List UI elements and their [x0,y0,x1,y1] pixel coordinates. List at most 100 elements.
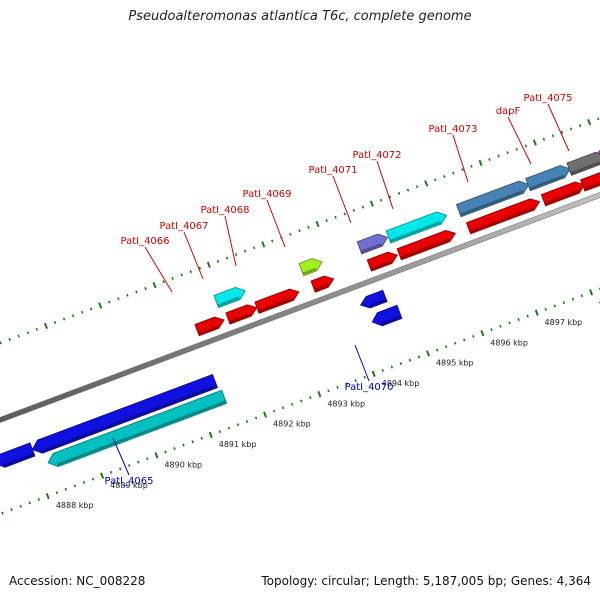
gene-arrow-body [540,181,586,207]
reverse-track-tick [463,338,466,342]
forward-track-tick [17,334,20,338]
reverse-track-tick [508,321,511,325]
gene-arrow-shadow [459,190,524,216]
reverse-track-tick [208,431,213,439]
reverse-track-tick [154,452,159,459]
gene-arrow [298,258,323,277]
gene-arrow [540,181,586,207]
forward-track-tick [569,127,573,131]
gene-arrow-shadow [217,296,240,307]
reverse-track-tick [327,389,330,393]
gene-leader-line [507,116,532,165]
gene-label: PatI_4067 [159,221,208,232]
forward-track-tick [234,253,238,257]
gene-arrow-shadow [529,174,565,190]
forward-track-tick [298,229,301,233]
forward-track-tick [406,188,410,192]
gene-arrow-body [310,275,335,293]
forward-track-tick [261,241,266,248]
gene-arrow [310,275,335,293]
reverse-track-tick [291,402,294,406]
gene-label: dapF [496,106,521,117]
forward-track-tick [415,185,419,189]
forward-track-tick [542,137,546,141]
gene-arrow [385,211,448,244]
reverse-track-tick [272,409,276,413]
gene-label: PatI_4071 [308,165,357,176]
reverse-track-tick [37,497,40,501]
gene-leader-line [354,344,370,382]
forward-track-tick [126,293,129,297]
reverse-track-tick [562,301,566,305]
forward-track-tick [369,200,374,207]
reverse-track-tick [173,447,176,451]
gene-arrow-body [298,258,323,277]
gene-arrow-shadow [228,313,252,324]
forward-track-tick [325,219,328,223]
gene-arrow-shadow [360,243,383,254]
reverse-track-tick [137,460,140,464]
forward-track-tick [397,191,401,195]
forward-track-tick [587,119,592,126]
reverse-track-tick [472,335,475,338]
forward-track-tick [98,302,103,309]
forward-track-tick [206,261,211,268]
gene-arrow-body [356,233,389,255]
forward-track-tick [424,180,429,187]
forward-track-tick [434,178,437,182]
reverse-track-tick [426,350,431,357]
gene-arrow-shadow [3,453,35,467]
forward-track-tick [144,287,147,291]
reverse-track-tick [553,304,557,308]
kbp-label: 4896 kbp [490,338,528,347]
reverse-track-tick [10,508,13,512]
reverse-track-tick [381,368,384,372]
reverse-track-tick [526,314,529,318]
forward-track-tick [35,327,39,331]
gene-label: PatI_4073 [428,124,477,135]
reverse-track-tick [345,382,348,386]
reverse-track-tick [454,341,457,345]
kbp-label: 4898 kbp [599,298,600,307]
reverse-track-tick [371,370,376,377]
gene-label: PatI_4072 [352,150,401,161]
gene-label: PatI_4068 [200,205,249,216]
forward-track-tick [0,341,2,345]
reverse-track-tick [182,443,185,447]
reverse-track-tick [218,430,222,434]
gene-arrow [31,373,219,454]
reverse-track-tick [1,511,4,515]
gene-features [0,150,600,468]
tick-tracks [0,117,600,515]
gene-leader-line [332,175,352,224]
gene-leader-line [376,160,394,210]
forward-track-tick [152,281,157,289]
forward-track-tick [135,290,138,294]
gene-arrow [371,304,403,327]
reverse-track-tick [164,450,167,454]
gene-arrow [225,304,258,325]
forward-track-tick [252,246,256,250]
gene-labels: PatI_4065 PatI_4066 PatI_4067 PatI_4068 PatI… [104,93,572,487]
forward-track-tick [478,159,483,167]
forward-track-tick [189,270,192,274]
gene-leader-line [547,103,570,152]
gene-arrow-shadow [400,238,450,260]
forward-track-tick [578,124,582,128]
forward-track-tick [80,310,84,314]
map-title: Pseudoalteromonas atlantica T6c, complet… [128,9,472,24]
reverse-track-tick [544,307,547,311]
gene-arrow [455,180,530,218]
gene-arrow [566,151,600,176]
reverse-track-tick [571,297,575,301]
forward-track-tick [198,266,202,270]
reverse-track-tick [118,467,122,471]
gene-leader-line [112,437,130,476]
forward-track-tick [225,256,229,260]
reverse-track-tick [399,362,403,366]
gene-label: PatI_4075 [523,93,572,104]
forward-track-tick [271,239,274,243]
forward-track-tick [506,151,509,155]
gene-arrow-body [47,389,228,468]
